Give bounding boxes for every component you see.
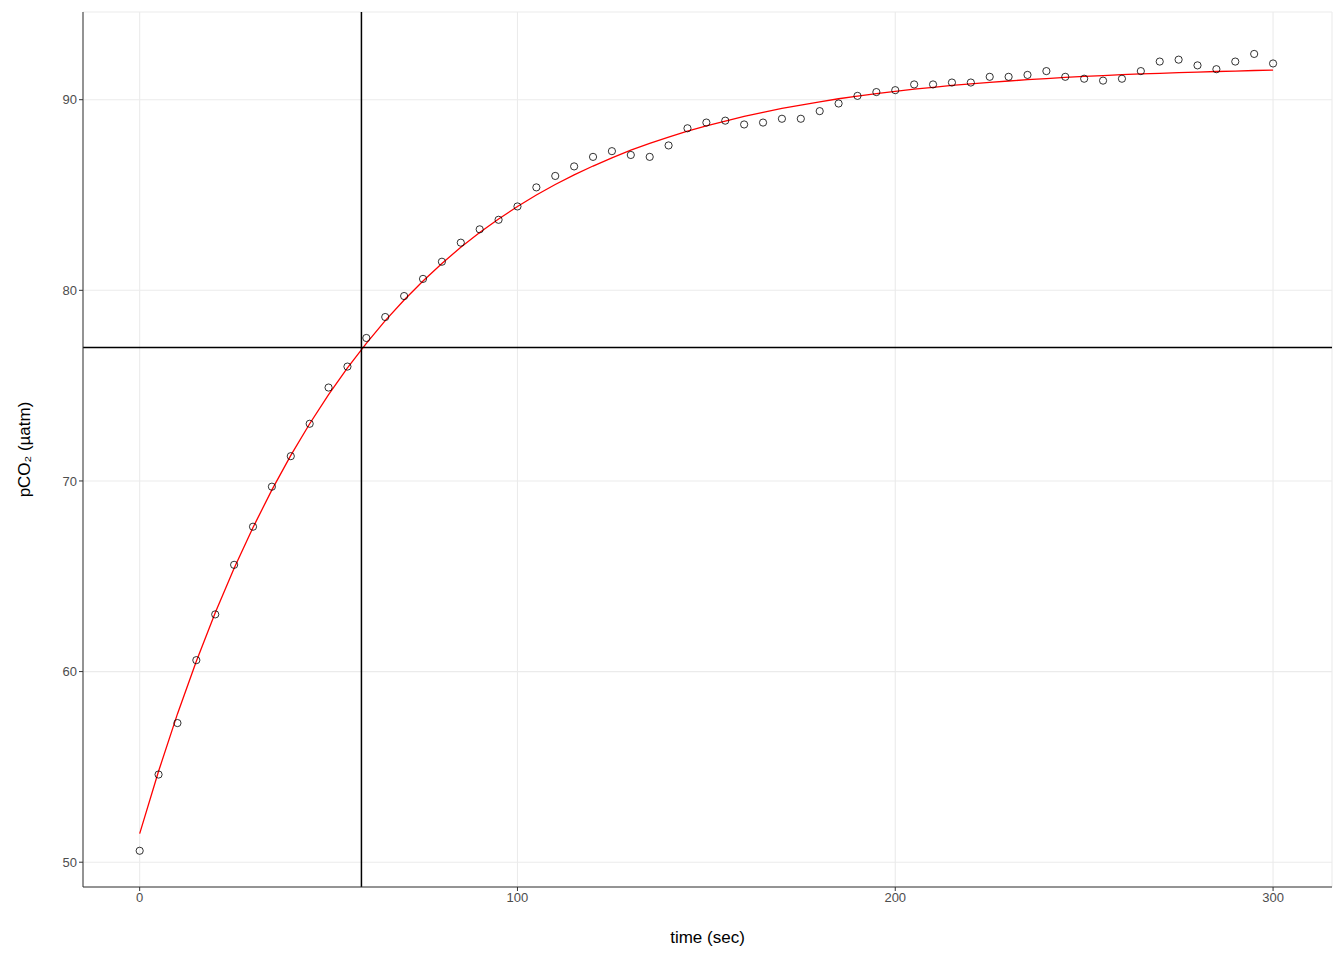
svg-text:pCO₂ (µatm): pCO₂ (µatm) [15, 402, 34, 498]
svg-text:100: 100 [507, 890, 529, 905]
svg-text:50: 50 [63, 855, 77, 870]
svg-text:70: 70 [63, 474, 77, 489]
svg-text:0: 0 [136, 890, 143, 905]
svg-text:90: 90 [63, 92, 77, 107]
svg-text:time (sec): time (sec) [670, 928, 745, 947]
svg-text:200: 200 [884, 890, 906, 905]
svg-text:80: 80 [63, 283, 77, 298]
svg-text:60: 60 [63, 664, 77, 679]
svg-text:300: 300 [1262, 890, 1284, 905]
